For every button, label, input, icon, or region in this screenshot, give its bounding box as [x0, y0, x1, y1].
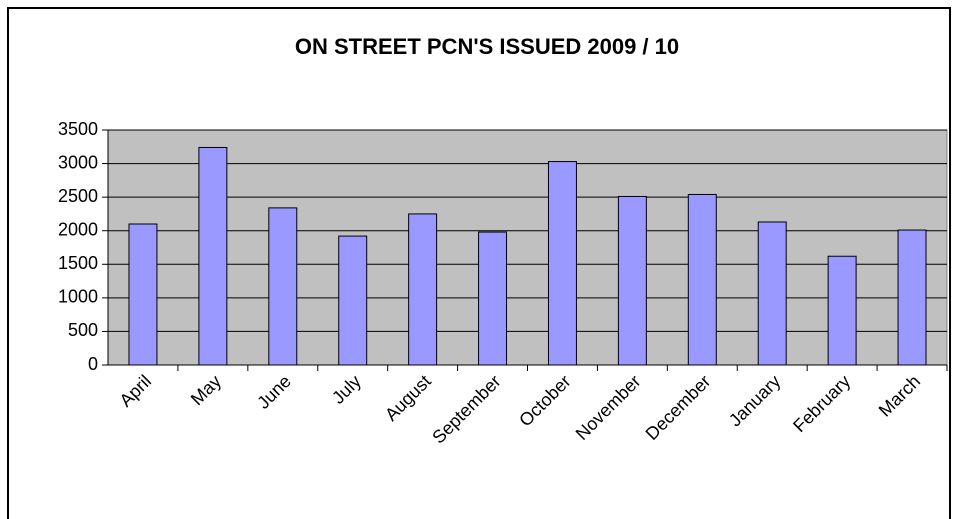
bar — [687, 193, 717, 366]
y-tick-label: 1000 — [58, 287, 98, 307]
bar — [827, 255, 857, 366]
bar — [478, 231, 508, 366]
y-tick-label: 2500 — [58, 186, 98, 206]
bar — [268, 207, 298, 366]
plot-area — [107, 129, 948, 366]
bar — [408, 213, 438, 366]
y-tick-label: 1500 — [58, 253, 98, 273]
y-tick-label: 2000 — [58, 219, 98, 239]
y-tick-label: 3500 — [58, 119, 98, 139]
bar — [547, 161, 577, 366]
bar — [198, 146, 228, 366]
bar — [617, 195, 647, 366]
bar — [897, 229, 927, 366]
y-tick-label: 500 — [68, 320, 98, 340]
bar — [338, 235, 368, 366]
chart-title: ON STREET PCN'S ISSUED 2009 / 10 — [295, 34, 679, 59]
bar — [128, 223, 158, 366]
bar — [757, 221, 787, 366]
y-tick-label: 0 — [88, 354, 98, 374]
y-tick-label: 3000 — [58, 152, 98, 172]
